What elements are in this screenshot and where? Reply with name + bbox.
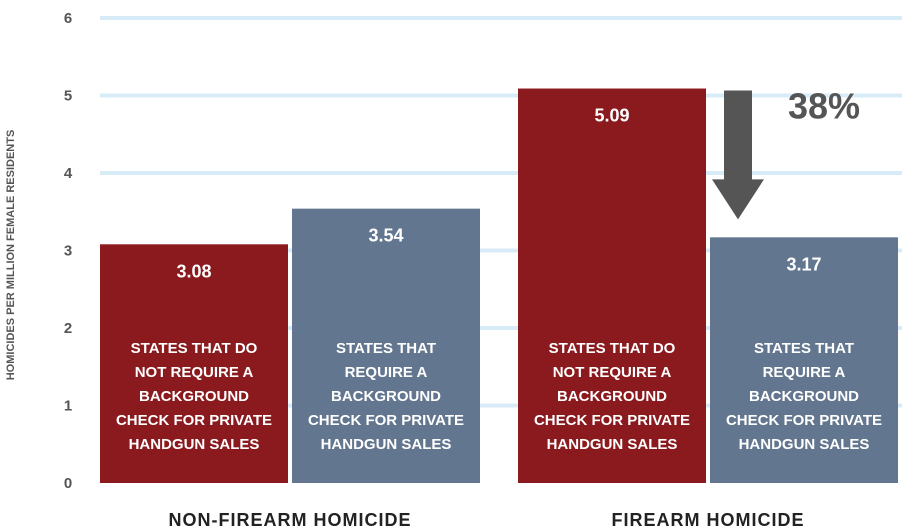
bar-group: 5.09 STATES THAT DO NOT REQUIRE A BACKGROUN… — [518, 88, 706, 484]
x-category-label: FIREARM HOMICIDE — [612, 510, 805, 530]
bar-group: 3.54 STATES THAT REQUIRE A BACKGROUND CHECK … — [292, 208, 480, 483]
data-label: 3.17 — [786, 254, 821, 274]
x-axis-category-labels: NON-FIREARM HOMICIDE FIREARM HOMICIDE — [169, 510, 805, 530]
bar-series-label: STATES THAT — [336, 340, 436, 357]
bar-series-label: CHECK FOR PRIVATE — [116, 412, 272, 429]
bar — [710, 237, 898, 483]
data-label: 3.08 — [176, 261, 211, 281]
bar-series-label: REQUIRE A — [345, 364, 428, 381]
bar — [518, 88, 706, 484]
bar-series-label: BACKGROUND — [749, 388, 859, 405]
y-tick-label: 2 — [64, 320, 72, 337]
y-tick-label: 0 — [64, 475, 72, 492]
bar-series-label: CHECK FOR PRIVATE — [726, 412, 882, 429]
down-arrow-icon — [712, 90, 764, 220]
bar-series-label: BACKGROUND — [557, 388, 667, 405]
annotation: 38% — [712, 86, 860, 220]
y-axis-ticks: 0 1 2 3 4 5 6 — [64, 10, 73, 492]
bar-series-label: HANDGUN SALES — [739, 436, 870, 453]
y-tick-label: 3 — [64, 243, 72, 260]
bar — [100, 244, 288, 483]
bar-series-label: CHECK FOR PRIVATE — [308, 412, 464, 429]
bar — [292, 208, 480, 483]
bar-group: 3.17 STATES THAT REQUIRE A BACKGROUND CHECK … — [710, 237, 898, 483]
bar-series-label: REQUIRE A — [763, 364, 846, 381]
bar-series-label: HANDGUN SALES — [129, 436, 260, 453]
y-axis-label: HOMICIDES PER MILLION FEMALE RESIDENTS — [5, 130, 17, 381]
data-label: 3.54 — [368, 226, 403, 246]
x-category-label: NON-FIREARM HOMICIDE — [169, 510, 412, 530]
bar-series-label: STATES THAT — [754, 340, 854, 357]
bar-series-label: HANDGUN SALES — [321, 436, 452, 453]
bar-series-label: HANDGUN SALES — [547, 436, 678, 453]
bar-group: 3.08 STATES THAT DO NOT REQUIRE A BACKGROUN… — [100, 244, 288, 483]
bar-series-label: STATES THAT DO — [549, 340, 676, 357]
bar-series-label: NOT REQUIRE A — [135, 364, 254, 381]
bar-series-label: NOT REQUIRE A — [553, 364, 672, 381]
y-tick-label: 4 — [64, 165, 73, 182]
y-tick-label: 1 — [64, 398, 72, 415]
percent-change-label: 38% — [788, 86, 860, 127]
y-tick-label: 5 — [64, 88, 72, 105]
bar-series-label: CHECK FOR PRIVATE — [534, 412, 690, 429]
data-label: 5.09 — [594, 106, 629, 126]
bar-series-label: BACKGROUND — [331, 388, 441, 405]
y-tick-label: 6 — [64, 10, 72, 27]
bar-series-label: STATES THAT DO — [131, 340, 258, 357]
bar-series-label: BACKGROUND — [139, 388, 249, 405]
bars: 3.08 STATES THAT DO NOT REQUIRE A BACKGROUN… — [100, 88, 898, 484]
